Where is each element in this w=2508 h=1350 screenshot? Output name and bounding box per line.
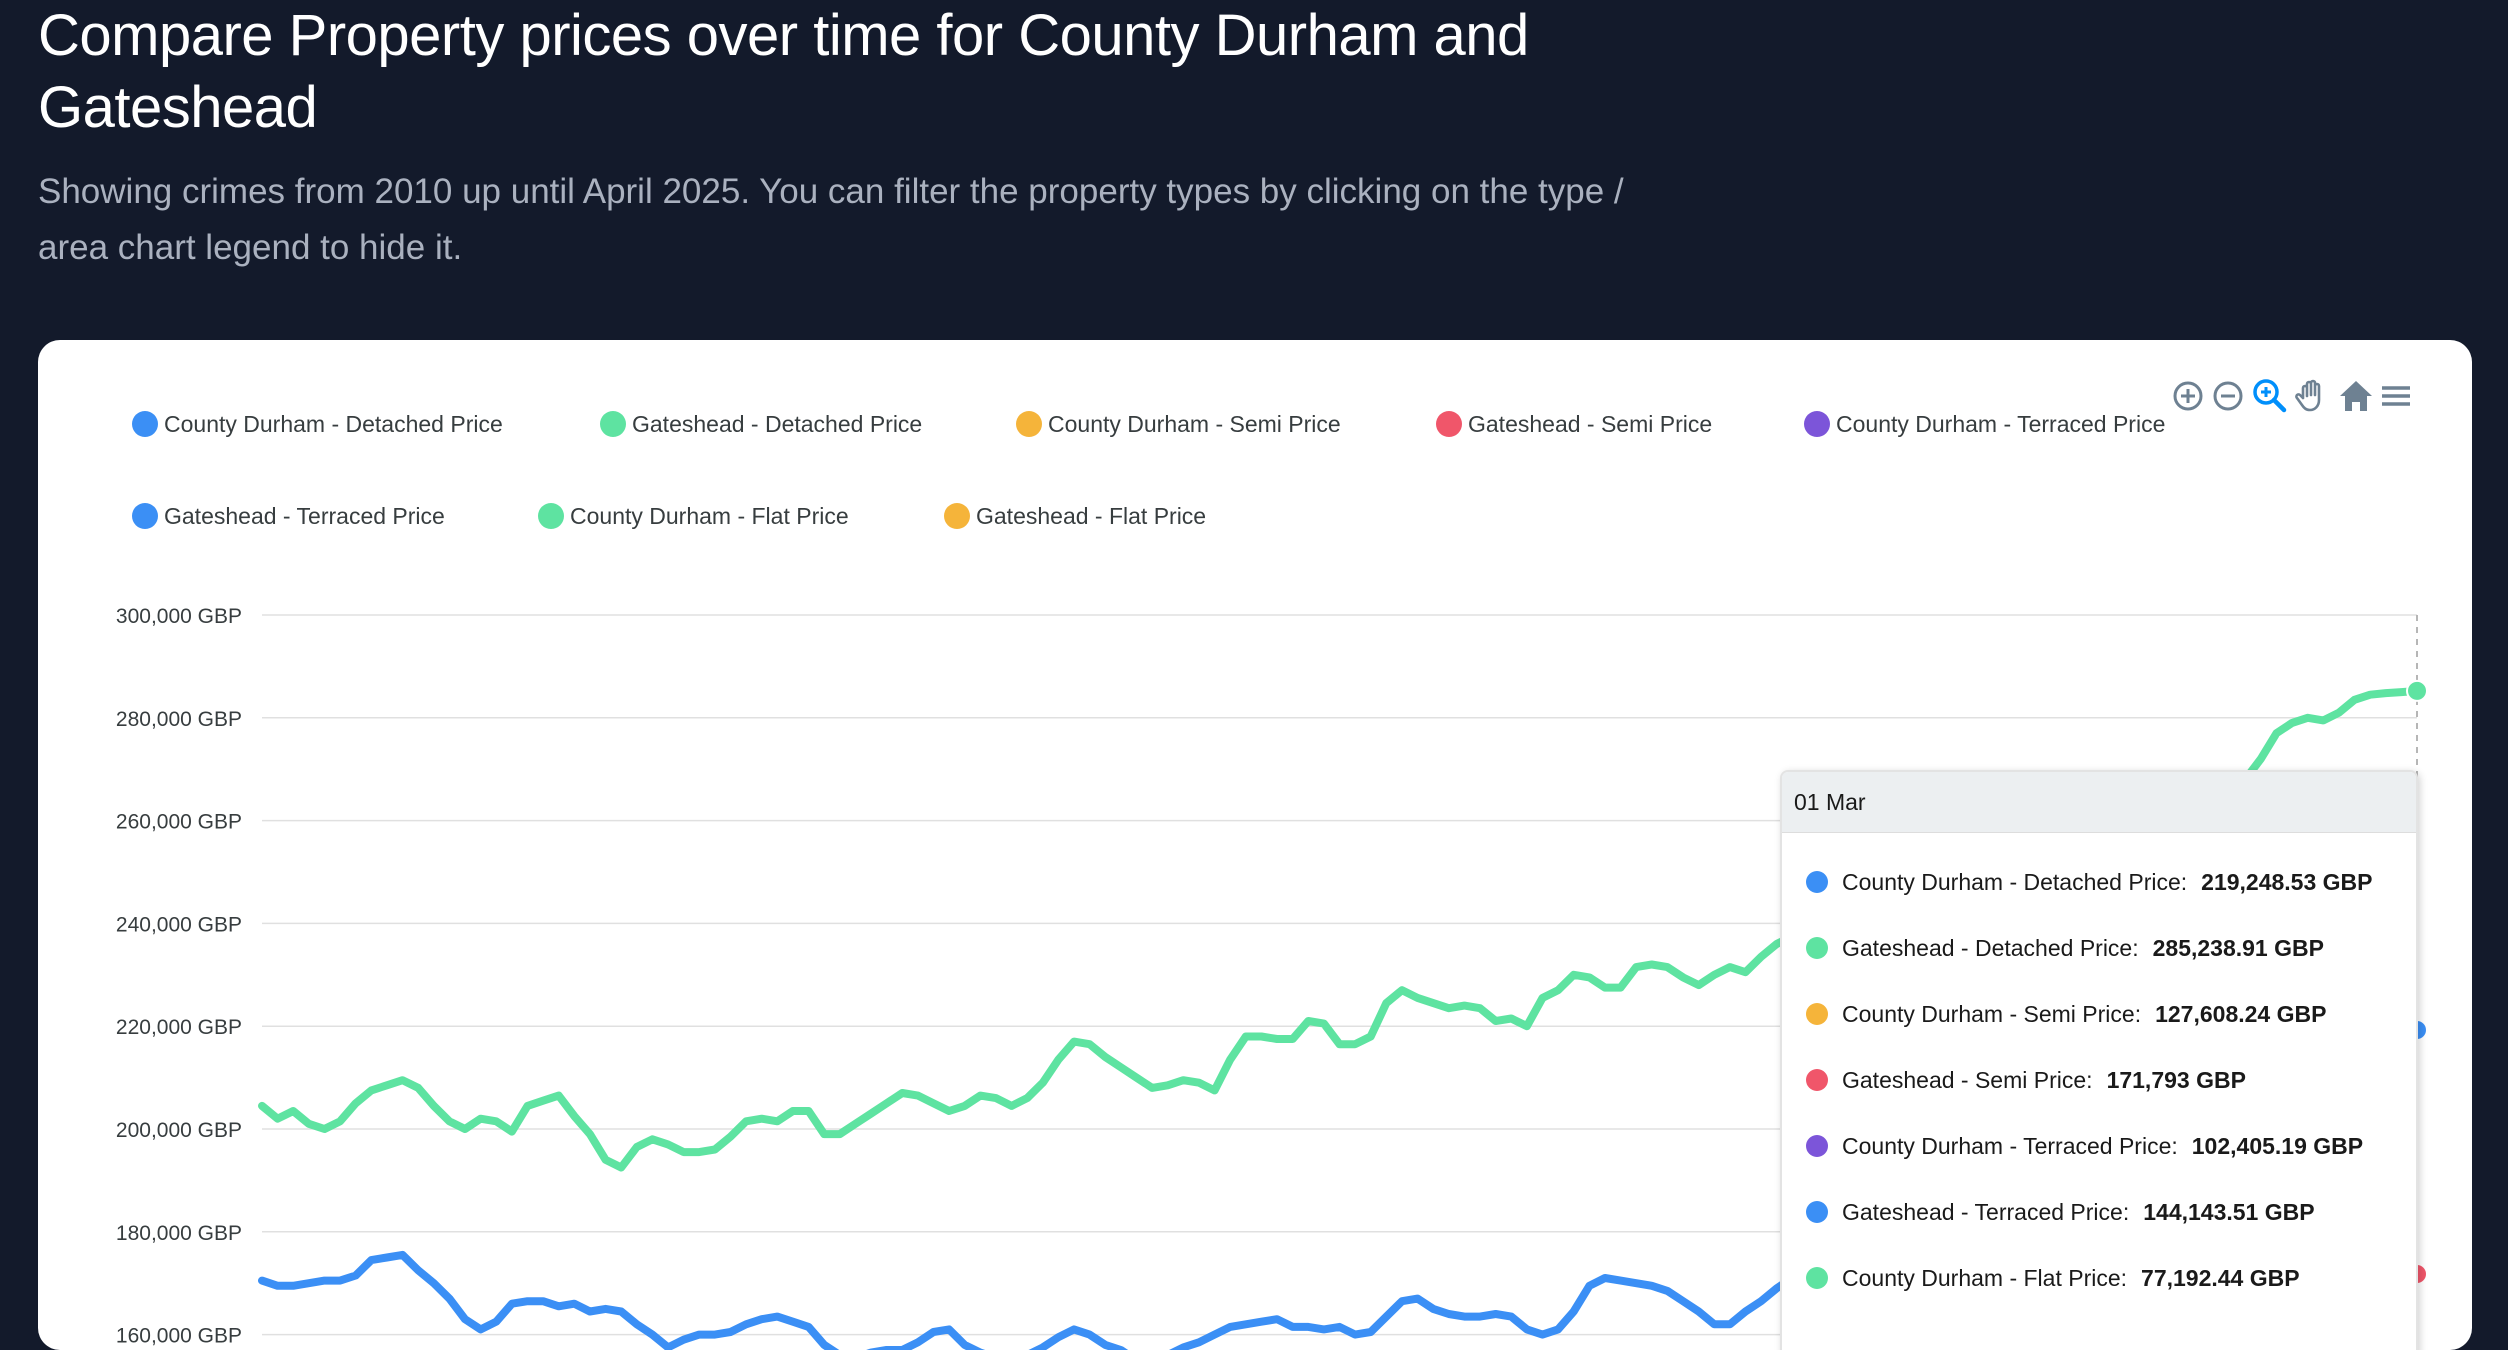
tooltip-row: County Durham - Flat Price: 77,192.44 GB… (1806, 1258, 2300, 1298)
legend-marker (132, 503, 158, 529)
tooltip-value: 219,248.53 GBP (2201, 868, 2373, 895)
page-subtitle: Showing crimes from 2010 up until April … (38, 172, 1624, 267)
legend-item-gateshead-flat[interactable]: Gateshead - Flat Price (944, 496, 1206, 536)
legend-item-gateshead-detached[interactable]: Gateshead - Detached Price (600, 404, 922, 444)
legend-label: County Durham - Semi Price (1048, 410, 1341, 437)
zoom-in-icon[interactable] (2168, 376, 2208, 416)
legend-item-county-durham-terraced[interactable]: County Durham - Terraced Price (1804, 404, 2165, 444)
tooltip-label: Gateshead - Terraced Price: (1842, 1198, 2130, 1225)
y-tick-label: 160,000 GBP (116, 1325, 242, 1348)
tooltip-label: County Durham - Detached Price: (1842, 868, 2188, 895)
legend-marker (1436, 411, 1462, 437)
tooltip-marker (1806, 1267, 1828, 1289)
tooltip-value: 127,608.24 GBP (2155, 1000, 2327, 1027)
tooltip-date: 01 Mar (1782, 772, 2416, 833)
legend-label: Gateshead - Flat Price (976, 502, 1207, 529)
y-tick-label: 260,000 GBP (116, 811, 242, 834)
y-tick-label: 240,000 GBP (116, 913, 242, 936)
legend-marker (132, 411, 158, 437)
tooltip-label: County Durham - Semi Price: (1842, 1000, 2142, 1027)
tooltip-label: Gateshead - Semi Price: (1842, 1066, 2093, 1093)
tooltip-label: Gateshead - Detached Price: (1842, 934, 2139, 961)
tooltip-value: 77,192.44 GBP (2141, 1264, 2300, 1291)
tooltip-marker (1806, 1201, 1828, 1223)
tooltip-marker (1806, 937, 1828, 959)
tooltip-value: 285,238.91 GBP (2152, 934, 2324, 961)
legend-item-county-durham-flat[interactable]: County Durham - Flat Price (538, 496, 849, 536)
tooltip-row: County Durham - Terraced Price: 102,405.… (1806, 1126, 2363, 1166)
tooltip-row: Gateshead - Terraced Price: 144,143.51 G… (1806, 1192, 2315, 1232)
y-tick-label: 280,000 GBP (116, 708, 242, 731)
legend-label: Gateshead - Semi Price (1468, 410, 1713, 437)
y-gridlines (262, 614, 2417, 1336)
y-tick-label: 180,000 GBP (116, 1222, 242, 1245)
legend-label: County Durham - Flat Price (570, 502, 849, 529)
legend-item-county-durham-detached[interactable]: County Durham - Detached Price (132, 404, 503, 444)
selection-zoom-icon[interactable] (2250, 376, 2290, 416)
page-title: Compare Property prices over time for Co… (38, 3, 1529, 140)
menu-icon[interactable] (2376, 376, 2416, 416)
legend-label: County Durham - Detached Price (164, 410, 503, 437)
tooltip-row: Gateshead - Detached Price: 285,238.91 G… (1806, 928, 2324, 968)
legend-marker (944, 503, 970, 529)
tooltip-row: County Durham - Detached Price: 219,248.… (1806, 862, 2373, 902)
legend-marker (538, 503, 564, 529)
y-tick-label: 200,000 GBP (116, 1119, 242, 1142)
chart-tooltip: 01 Mar County Durham - Detached Price: 2… (1780, 770, 2418, 1350)
tooltip-value: 171,793 GBP (2106, 1066, 2246, 1093)
tooltip-value: 144,143.51 GBP (2143, 1198, 2315, 1225)
legend-marker (1804, 411, 1830, 437)
legend-marker (1016, 411, 1042, 437)
zoom-out-icon[interactable] (2208, 376, 2248, 416)
y-tick-label: 220,000 GBP (116, 1016, 242, 1039)
tooltip-row: Gateshead - Semi Price: 171,793 GBP (1806, 1060, 2246, 1100)
y-tick-label: 300,000 GBP (116, 605, 242, 628)
tooltip-marker (1806, 1135, 1828, 1157)
tooltip-value: 102,405.19 GBP (2191, 1132, 2364, 1159)
hover-marker (2406, 679, 2428, 702)
legend-label: County Durham - Terraced Price (1836, 410, 2166, 437)
tooltip-label: County Durham - Terraced Price: (1842, 1132, 2178, 1159)
legend-label: Gateshead - Detached Price (632, 410, 923, 437)
reset-home-icon[interactable] (2336, 376, 2376, 416)
legend-item-gateshead-terraced[interactable]: Gateshead - Terraced Price (132, 496, 445, 536)
y-axis-labels: 300,000 GBP 280,000 GBP 260,000 GBP 240,000… (116, 605, 242, 1348)
legend-item-county-durham-semi[interactable]: County Durham - Semi Price (1016, 404, 1341, 444)
legend-label: Gateshead - Terraced Price (164, 502, 445, 529)
tooltip-label: County Durham - Flat Price: (1842, 1264, 2128, 1291)
legend-marker (600, 411, 626, 437)
tooltip-marker (1806, 871, 1828, 893)
tooltip-row: County Durham - Semi Price: 127,608.24 G… (1806, 994, 2326, 1034)
tooltip-marker (1806, 1003, 1828, 1025)
chart-card: 300,000 GBP 280,000 GBP 260,000 GBP 240,000… (38, 340, 2472, 1350)
tooltip-marker (1806, 1069, 1828, 1091)
pan-hand-icon[interactable] (2292, 376, 2332, 416)
legend-item-gateshead-semi[interactable]: Gateshead - Semi Price (1436, 404, 1712, 444)
